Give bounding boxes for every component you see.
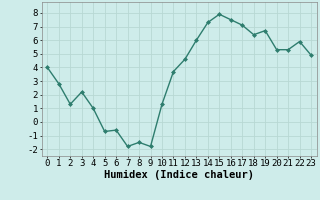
X-axis label: Humidex (Indice chaleur): Humidex (Indice chaleur)	[104, 170, 254, 180]
